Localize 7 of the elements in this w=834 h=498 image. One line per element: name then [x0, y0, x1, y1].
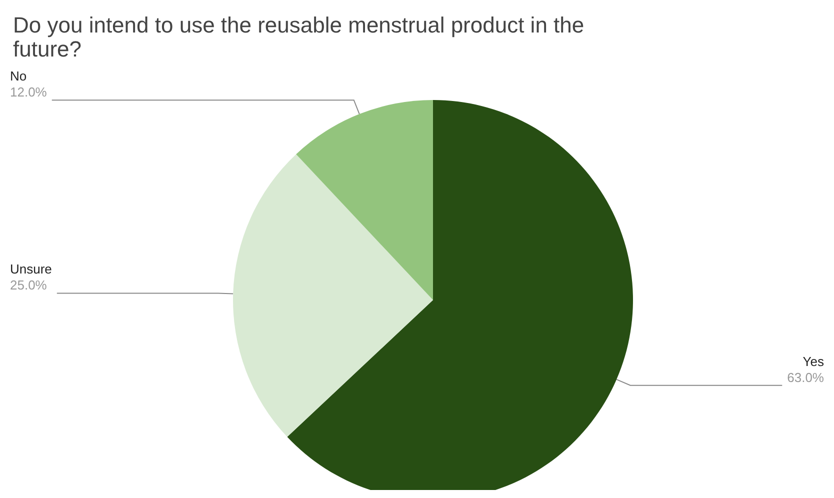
slice-label: Unsure	[10, 262, 52, 277]
data-label: 63.0%	[787, 370, 824, 385]
data-label: 25.0%	[10, 278, 48, 293]
slice-label: Yes	[802, 354, 824, 369]
slice-label: No	[10, 68, 27, 84]
chart-title: Do you intend to use the reusable menstrual product in the future?	[13, 12, 590, 62]
data-label: 12.0%	[10, 84, 48, 100]
